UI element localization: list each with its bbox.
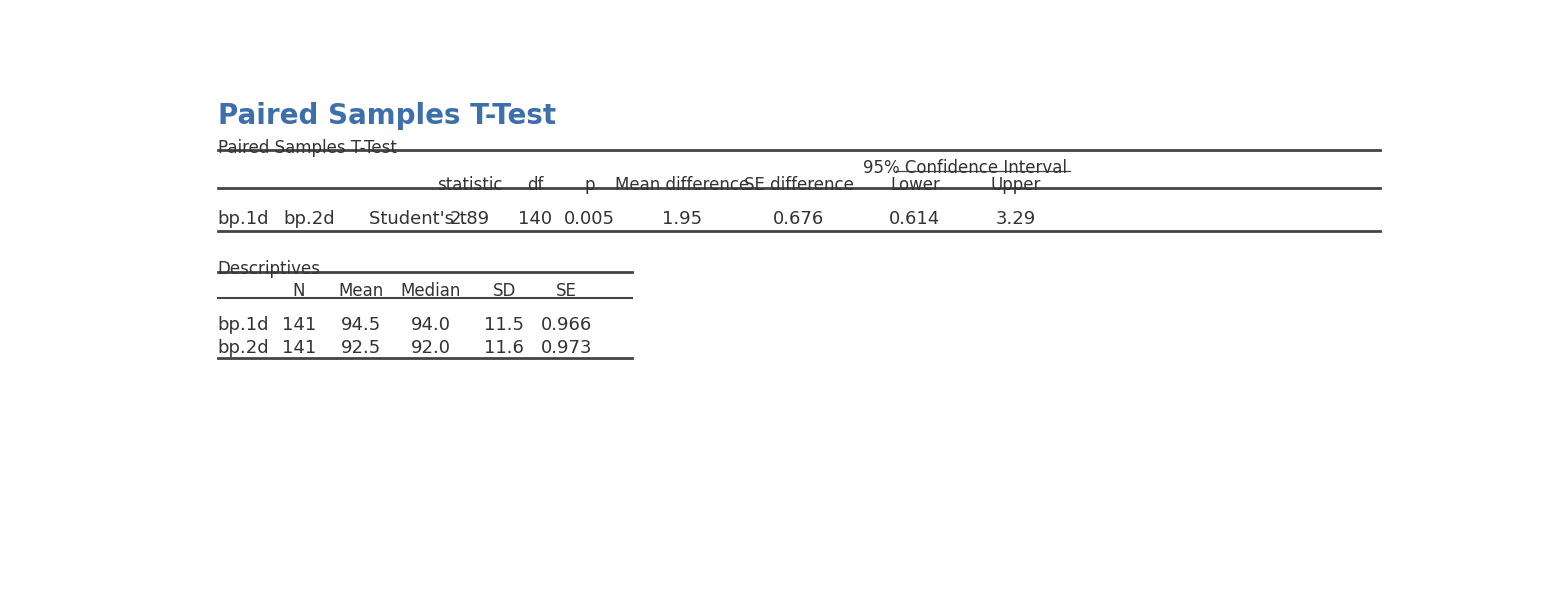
Text: SE: SE	[556, 282, 577, 300]
Text: 11.6: 11.6	[485, 339, 524, 358]
Text: bp.2d: bp.2d	[283, 210, 336, 228]
Text: N: N	[292, 282, 305, 300]
Text: 0.614: 0.614	[889, 210, 940, 228]
Text: statistic: statistic	[437, 176, 502, 194]
Text: 2.89: 2.89	[449, 210, 490, 228]
Text: bp.1d: bp.1d	[218, 316, 269, 334]
Text: Student's t: Student's t	[368, 210, 466, 228]
Text: Median: Median	[401, 282, 462, 300]
Text: Lower: Lower	[890, 176, 940, 194]
Text: 1.95: 1.95	[662, 210, 702, 228]
Text: SD: SD	[493, 282, 516, 300]
Text: 0.676: 0.676	[774, 210, 824, 228]
Text: Mean difference: Mean difference	[615, 176, 749, 194]
Text: 3.29: 3.29	[996, 210, 1037, 228]
Text: 0.973: 0.973	[541, 339, 592, 358]
Text: 94.0: 94.0	[410, 316, 451, 334]
Text: 141: 141	[281, 316, 315, 334]
Text: df: df	[527, 176, 544, 194]
Text: bp.1d: bp.1d	[218, 210, 269, 228]
Text: 0.966: 0.966	[541, 316, 592, 334]
Text: 140: 140	[517, 210, 552, 228]
Text: 0.005: 0.005	[564, 210, 615, 228]
Text: Paired Samples T-Test: Paired Samples T-Test	[218, 139, 396, 157]
Text: p: p	[584, 176, 595, 194]
Text: 95% Confidence Interval: 95% Confidence Interval	[864, 159, 1068, 177]
Text: SE difference: SE difference	[744, 176, 853, 194]
Text: 92.0: 92.0	[410, 339, 451, 358]
Text: Upper: Upper	[990, 176, 1041, 194]
Text: Mean: Mean	[339, 282, 384, 300]
Text: bp.2d: bp.2d	[218, 339, 269, 358]
Text: 141: 141	[281, 339, 315, 358]
Text: 11.5: 11.5	[485, 316, 524, 334]
Text: Paired Samples T-Test: Paired Samples T-Test	[218, 102, 556, 130]
Text: Descriptives: Descriptives	[218, 260, 320, 278]
Text: 92.5: 92.5	[340, 339, 381, 358]
Text: 94.5: 94.5	[340, 316, 381, 334]
